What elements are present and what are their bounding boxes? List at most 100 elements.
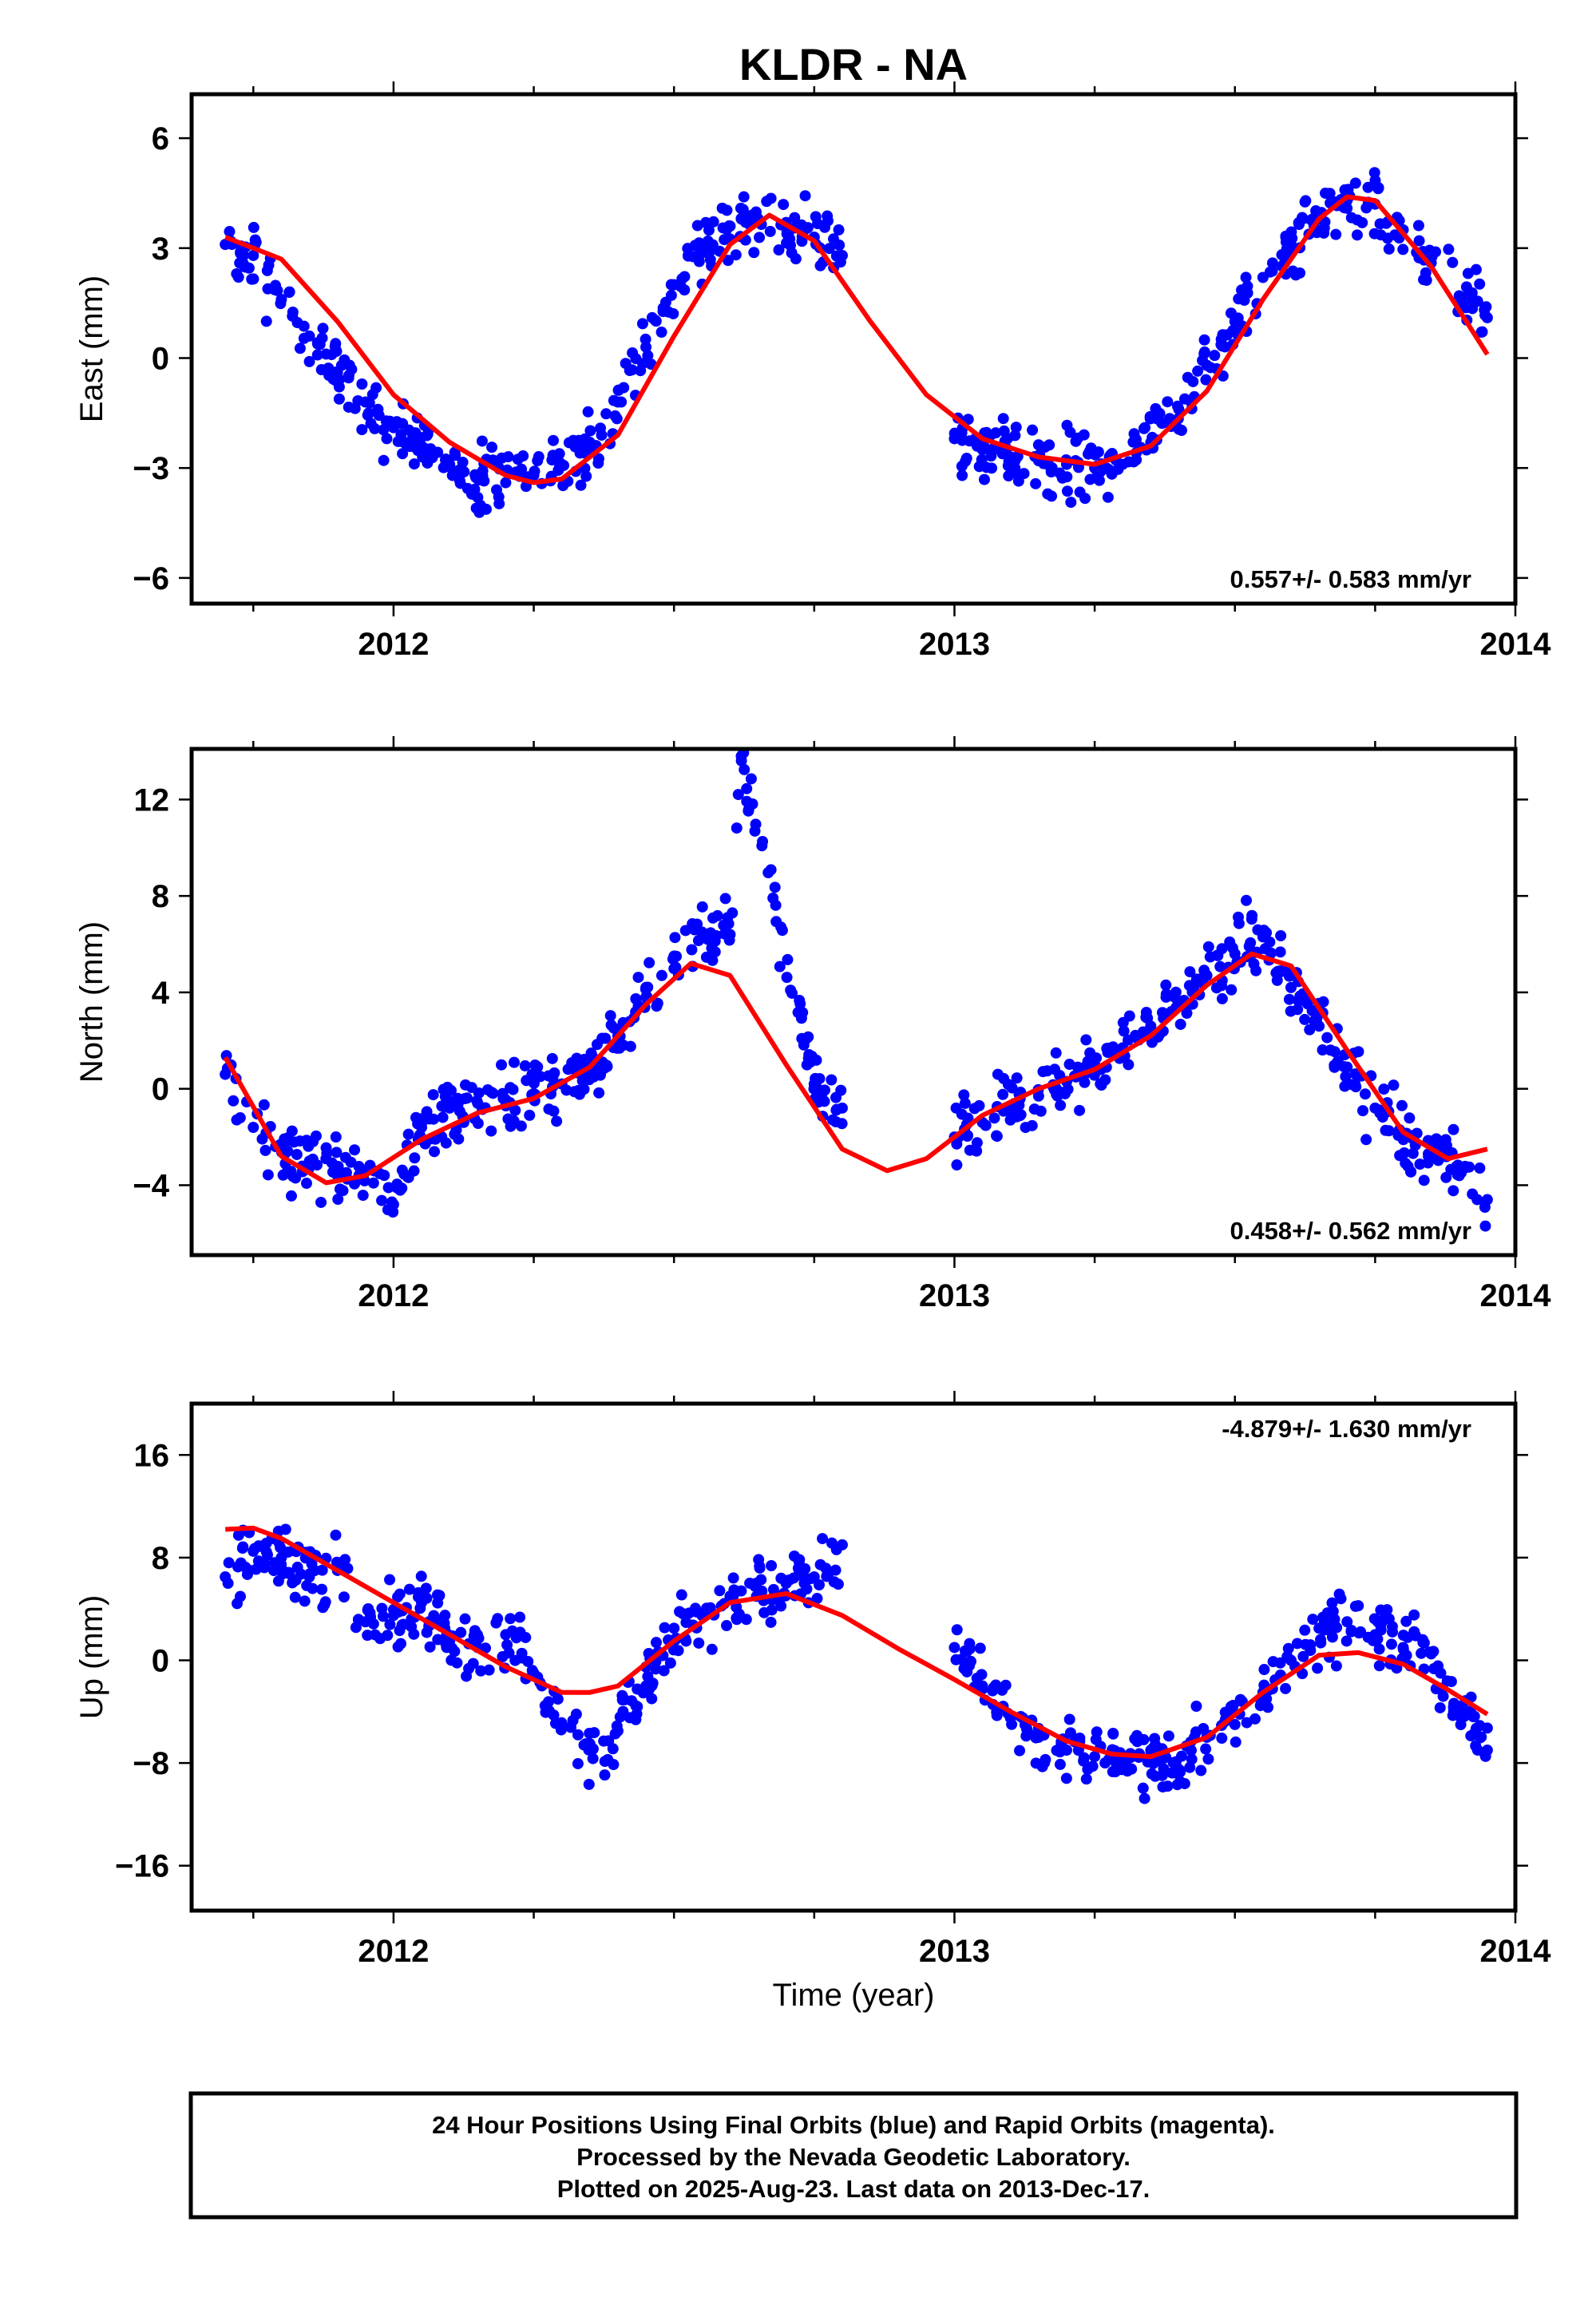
north-data-point bbox=[1274, 946, 1286, 958]
up-data-point bbox=[1282, 1642, 1294, 1654]
east-data-point bbox=[1320, 187, 1332, 199]
up-data-point bbox=[413, 1591, 425, 1603]
north-data-point bbox=[1325, 1044, 1337, 1056]
up-data-point bbox=[309, 1565, 321, 1577]
east-fit-line bbox=[224, 194, 1490, 485]
north-ytick-label: 4 bbox=[152, 976, 170, 1011]
east-data-point bbox=[1222, 329, 1234, 341]
north-data-point bbox=[1407, 1147, 1419, 1159]
up-data-point bbox=[830, 1564, 842, 1576]
east-data-point bbox=[600, 408, 612, 420]
up-data-point bbox=[619, 1693, 631, 1705]
east-data-point bbox=[568, 434, 580, 446]
up-data-point bbox=[338, 1591, 350, 1603]
north-data-point bbox=[632, 972, 644, 984]
up-data-point bbox=[1166, 1767, 1178, 1779]
up-data-point bbox=[1014, 1745, 1026, 1757]
east-data-point bbox=[705, 244, 717, 256]
north-data-point bbox=[1339, 1080, 1351, 1092]
up-data-point bbox=[232, 1529, 244, 1541]
east-data-point bbox=[754, 232, 766, 244]
up-data-point bbox=[1467, 1711, 1479, 1723]
east-data-point bbox=[962, 414, 974, 426]
east-data-point bbox=[584, 425, 596, 437]
north-data-point bbox=[1233, 917, 1245, 929]
north-data-point bbox=[710, 929, 722, 941]
east-data-point bbox=[702, 236, 714, 248]
east-data-point bbox=[721, 204, 733, 216]
east-data-point bbox=[547, 434, 559, 446]
north-ytick-label: 8 bbox=[152, 879, 169, 914]
east-data-point bbox=[1362, 181, 1374, 193]
up-data-point bbox=[279, 1523, 291, 1535]
east-data-point bbox=[1130, 434, 1142, 446]
north-xtick-label: 2014 bbox=[1480, 1278, 1552, 1313]
east-data-point bbox=[283, 287, 295, 299]
east-data-point bbox=[748, 247, 760, 259]
east-data-point bbox=[990, 427, 1002, 439]
east-data-point bbox=[343, 370, 354, 382]
north-data-point bbox=[604, 1010, 616, 1022]
east-data-point bbox=[822, 210, 834, 222]
east-data-point bbox=[636, 358, 648, 370]
up-data-point bbox=[1080, 1773, 1092, 1785]
north-data-point bbox=[1400, 1157, 1412, 1169]
up-data-point bbox=[624, 1712, 636, 1724]
east-data-point bbox=[1479, 309, 1491, 321]
east-data-point bbox=[1345, 212, 1357, 224]
north-data-point bbox=[1055, 1099, 1067, 1111]
up-data-point bbox=[1307, 1614, 1319, 1626]
up-data-point bbox=[505, 1613, 517, 1625]
north-data-point bbox=[1118, 1025, 1130, 1037]
east-data-point bbox=[1341, 202, 1353, 214]
up-data-point bbox=[1230, 1736, 1242, 1748]
north-data-point bbox=[762, 867, 774, 879]
east-data-point bbox=[1462, 267, 1474, 279]
north-data-point bbox=[1091, 1052, 1103, 1064]
north-data-point bbox=[1160, 988, 1172, 1000]
up-data-point bbox=[1229, 1718, 1241, 1730]
up-data-point bbox=[1090, 1733, 1102, 1745]
north-data-point bbox=[485, 1125, 497, 1137]
up-data-point bbox=[1149, 1733, 1161, 1745]
north-data-point bbox=[1174, 1018, 1186, 1030]
east-data-point bbox=[1010, 422, 1022, 434]
up-ytick-label: 0 bbox=[152, 1644, 169, 1679]
up-data-point bbox=[483, 1664, 495, 1676]
north-data-point bbox=[1059, 1087, 1071, 1099]
up-data-point bbox=[1064, 1727, 1076, 1739]
up-data-point bbox=[1249, 1713, 1261, 1725]
north-data-point bbox=[600, 1059, 612, 1071]
east-data-point bbox=[343, 401, 354, 413]
north-data-point bbox=[774, 960, 786, 972]
east-data-point bbox=[964, 435, 976, 447]
east-data-point bbox=[418, 448, 430, 460]
east-data-point bbox=[1079, 493, 1091, 505]
north-data-point bbox=[1265, 947, 1277, 959]
east-data-point bbox=[403, 424, 415, 436]
north-data-point bbox=[1184, 966, 1196, 978]
up-data-point bbox=[1174, 1766, 1186, 1778]
north-data-point bbox=[1041, 1065, 1053, 1077]
north-data-point bbox=[971, 1137, 983, 1149]
up-data-point bbox=[974, 1642, 986, 1654]
up-data-point bbox=[1325, 1626, 1337, 1638]
up-data-point bbox=[1137, 1782, 1149, 1794]
north-data-point bbox=[543, 1103, 555, 1115]
east-data-point bbox=[1225, 307, 1237, 319]
north-data-point bbox=[1388, 1079, 1400, 1091]
north-data-point bbox=[248, 1121, 259, 1133]
up-data-point bbox=[1054, 1746, 1066, 1758]
north-data-point bbox=[409, 1152, 421, 1164]
x-axis-label: Time (year) bbox=[773, 1978, 935, 2013]
east-ytick-label: 0 bbox=[152, 341, 169, 376]
up-data-point bbox=[817, 1533, 829, 1545]
up-data-point bbox=[955, 1654, 967, 1665]
north-data-point bbox=[1202, 941, 1214, 953]
north-data-point bbox=[1123, 1034, 1135, 1046]
east-data-point bbox=[722, 255, 734, 267]
up-data-point bbox=[424, 1641, 436, 1653]
up-data-point bbox=[1185, 1745, 1197, 1757]
up-data-point bbox=[599, 1769, 611, 1781]
east-data-point bbox=[612, 384, 624, 396]
